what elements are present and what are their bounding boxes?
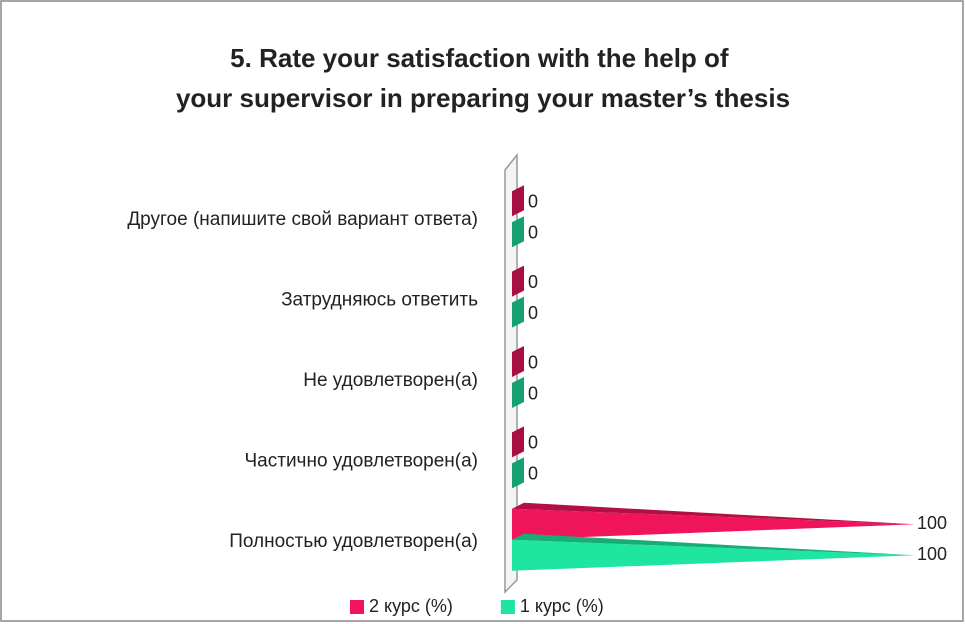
data-label: 0 (528, 464, 538, 484)
bar (512, 426, 524, 458)
bar (512, 185, 524, 217)
legend-swatch (500, 600, 515, 614)
data-label: 0 (528, 222, 538, 242)
data-label: 0 (528, 352, 538, 372)
bar (512, 539, 915, 571)
legend-label: 2 курс (%) (369, 596, 453, 616)
bar (512, 346, 524, 377)
legend-label: 1 курс (%) (520, 596, 604, 616)
data-label: 0 (528, 272, 538, 292)
bar (512, 265, 524, 297)
bar (512, 216, 524, 248)
bar (512, 508, 915, 540)
bar (512, 377, 524, 408)
bar (512, 457, 524, 489)
y-tick-label: Другое (напишите свой вариант ответа) (127, 209, 478, 230)
data-label: 100 (917, 513, 947, 533)
data-label: 100 (917, 544, 947, 564)
chart-title: 5. Rate your satisfaction with the help … (176, 43, 790, 113)
legend-swatch (350, 600, 364, 614)
data-label: 0 (528, 383, 538, 403)
data-label: 0 (528, 191, 538, 211)
y-tick-label: Затрудняюсь ответить (281, 290, 478, 311)
bar (512, 296, 524, 328)
y-tick-label: Частично удовлетворен(а) (245, 450, 478, 471)
data-label: 0 (528, 303, 538, 323)
y-tick-label: Полностью удовлетворен(а) (229, 531, 478, 552)
y-tick-label: Не удовлетворен(а) (303, 370, 478, 391)
data-label: 0 (528, 433, 538, 453)
chart-title-line: your supervisor in preparing your master… (176, 83, 790, 113)
bar-top (512, 533, 915, 556)
bar-top (512, 502, 915, 525)
chart-title-line: 5. Rate your satisfaction with the help … (230, 43, 729, 73)
